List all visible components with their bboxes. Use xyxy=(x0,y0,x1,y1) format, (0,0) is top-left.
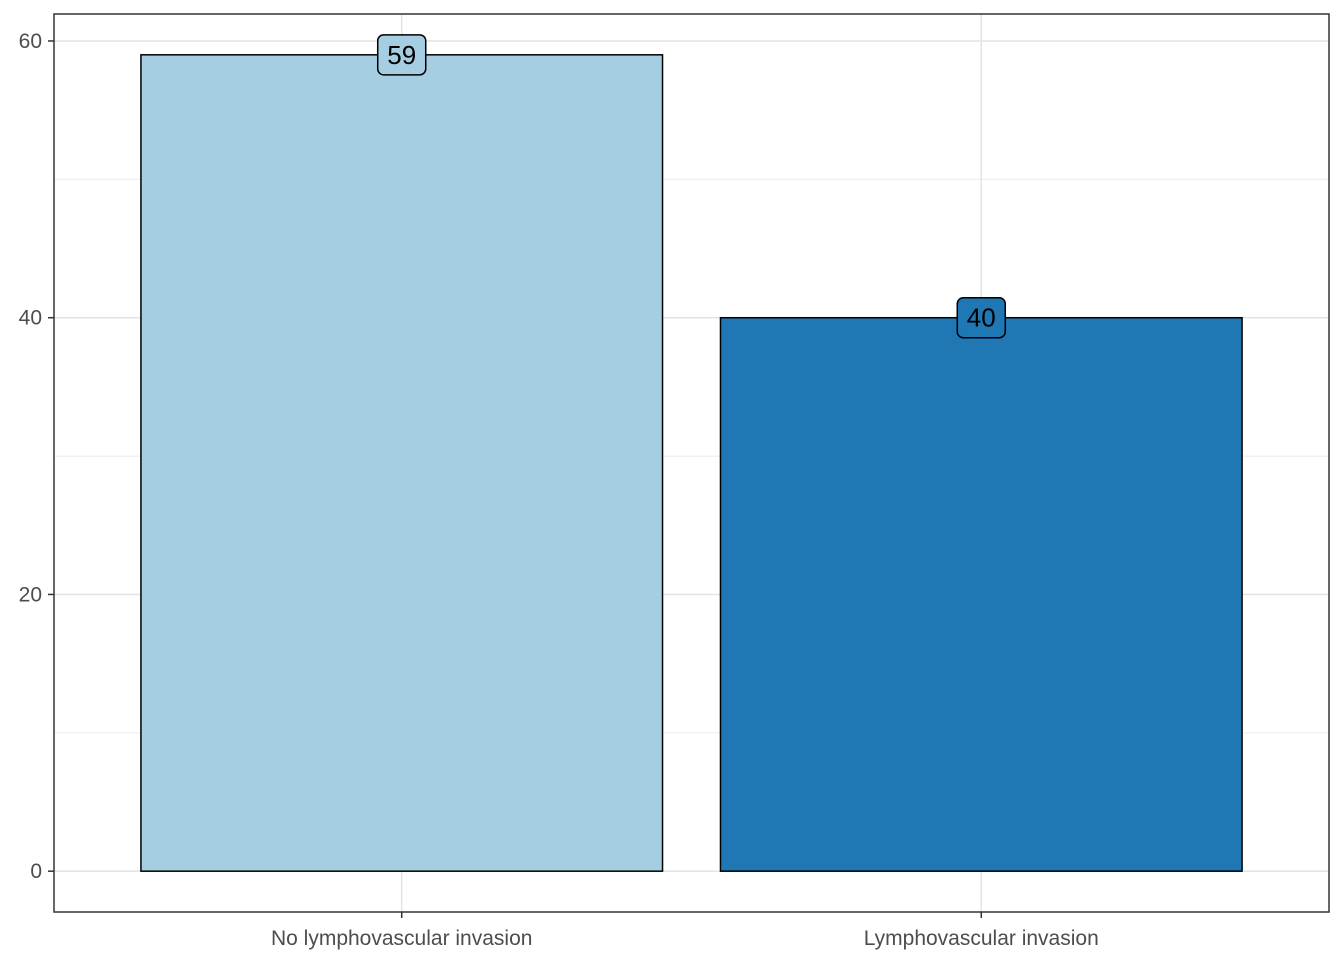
y-tick-label: 20 xyxy=(19,583,42,606)
bar xyxy=(140,54,664,872)
data-label: 59 xyxy=(387,40,416,70)
data-label: 40 xyxy=(967,303,996,333)
data-label-box xyxy=(376,34,427,76)
y-axis: 0 20 40 60 xyxy=(19,30,54,883)
panel-border xyxy=(53,13,1330,913)
x-tick-label: No lymphovascular invasion xyxy=(271,927,532,950)
x-tick-label: Lymphovascular invasion xyxy=(864,927,1099,950)
y-tick-label: 40 xyxy=(19,307,42,330)
bar xyxy=(719,316,1243,872)
y-tick-label: 60 xyxy=(19,30,42,53)
data-labels: 59 40 xyxy=(376,34,1007,339)
bars xyxy=(140,54,1243,872)
x-axis: No lymphovascular invasion Lymphovascular… xyxy=(271,912,1099,950)
y-tick-label: 0 xyxy=(30,860,42,883)
data-label-box xyxy=(956,296,1007,339)
